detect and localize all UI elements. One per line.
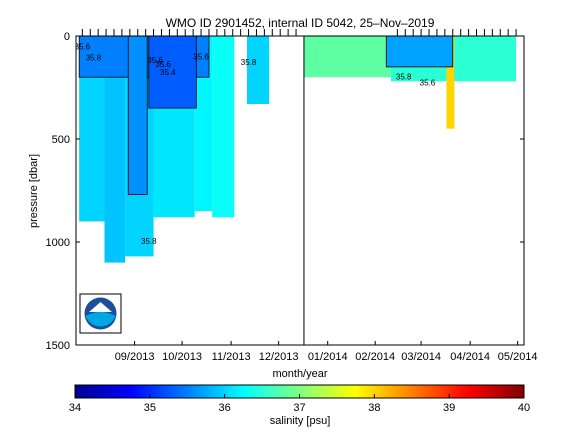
plot-frame <box>75 35 525 346</box>
x-tick-label: 11/2013 <box>212 351 251 363</box>
x-tick-label: 12/2013 <box>259 351 299 363</box>
fresh-core-region <box>385 36 454 68</box>
salinity-panel <box>104 36 126 263</box>
plot-area: 35.635.8 35.635.635.435.635.835.835.835.6 <box>75 36 517 263</box>
contour-label: 35.6 <box>147 56 163 65</box>
colorbar-tick-label: 35 <box>144 402 156 414</box>
contour-label: 35.6 <box>420 78 436 87</box>
axes: 09/2013 10/2013 11/2013 12/2013 01/2014 02/20… <box>46 29 538 363</box>
fresh-core-region <box>127 36 148 196</box>
contour-label: 35.8 <box>241 58 257 67</box>
x-tick-label: 03/2014 <box>401 351 441 363</box>
contour-label: 35.8 <box>141 237 157 246</box>
x-tick-label: 10/2013 <box>162 351 202 363</box>
colorbar-tick-label: 38 <box>368 402 380 414</box>
colorbar-tick-label: 36 <box>219 402 231 414</box>
fresh-core-region <box>148 36 197 109</box>
colorbar-tick-label: 40 <box>518 402 530 414</box>
y-tick-label: 0 <box>64 31 70 43</box>
colorbar-tick-label: 34 <box>69 402 81 414</box>
contour-label: 35.8 <box>86 54 102 63</box>
contour-label: 35.4 <box>160 68 176 77</box>
salinity-panel <box>194 36 213 212</box>
y-tick-label: 1500 <box>46 340 70 352</box>
chart-title: WMO ID 2901452, internal ID 5042, 25–Nov… <box>166 16 435 30</box>
colorbar-label: salinity [psu] <box>270 415 331 427</box>
noaa-logo <box>79 293 122 334</box>
colorbar-tick-label: 37 <box>293 402 305 414</box>
x-tick-label: 02/2014 <box>355 351 395 363</box>
contour-label: 35.6 <box>75 42 91 51</box>
salinity-panel <box>246 36 270 104</box>
contour-label: 35.8 <box>396 72 412 81</box>
x-axis-label: month/year <box>272 368 327 380</box>
colorbar-ticks: 34 35 36 37 38 39 40 <box>69 394 530 414</box>
y-tick-label: 1000 <box>46 237 70 249</box>
y-tick-label: 500 <box>52 134 70 146</box>
colorbar-tick-label: 39 <box>443 402 455 414</box>
x-tick-label: 04/2014 <box>450 351 490 363</box>
x-tick-label: 05/2014 <box>498 351 538 363</box>
x-tick-label: 09/2013 <box>115 351 155 363</box>
contour-label: 35.6 <box>193 53 209 62</box>
x-tick-label: 01/2014 <box>308 351 348 363</box>
contour-label: 35.6 <box>155 60 171 69</box>
salinity-panel <box>446 36 455 129</box>
salinity-panel <box>212 36 235 218</box>
y-axis-label: pressure [dbar] <box>28 154 40 228</box>
